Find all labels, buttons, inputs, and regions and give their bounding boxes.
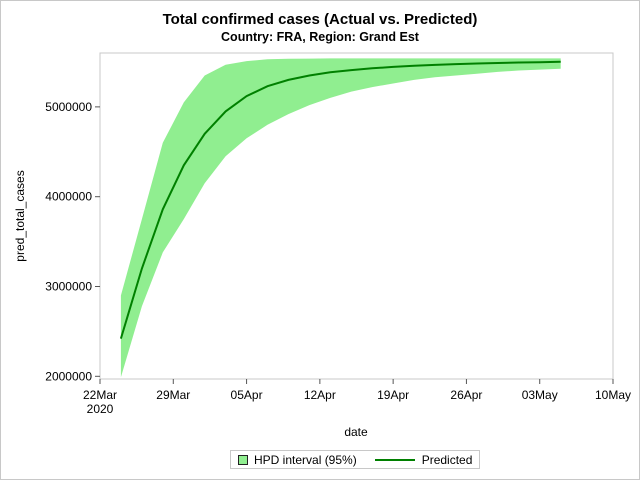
y-tick-label: 5000000 <box>45 100 92 114</box>
x-tick-label: 19Apr <box>377 388 409 402</box>
x-tick-label: 26Apr <box>450 388 482 402</box>
legend: HPD interval (95%) Predicted <box>230 450 480 469</box>
y-axis: 2000000 3000000 4000000 5000000 <box>45 100 100 383</box>
chart-title: Total confirmed cases (Actual vs. Predic… <box>162 11 478 28</box>
x-tick-label: 22Mar <box>83 388 117 402</box>
y-tick-label: 2000000 <box>45 369 92 383</box>
x-tick-label: 03May <box>522 388 558 402</box>
x-tick-label: 05Apr <box>231 388 263 402</box>
predicted-line <box>119 60 561 339</box>
legend-line-label: Predicted <box>421 452 473 467</box>
plot-area <box>99 52 614 380</box>
legend-band-swatch <box>238 454 248 465</box>
x-tick-label: 12Apr <box>304 388 336 402</box>
chart-subtitle: Country: FRA, Region: Grand Est <box>221 30 419 44</box>
y-tick-label: 4000000 <box>45 190 92 204</box>
y-axis-label: pred_total_cases <box>13 170 27 261</box>
legend-band-label: HPD interval (95%) <box>254 452 357 467</box>
x-axis-label: date <box>344 425 368 439</box>
legend-line-swatch <box>374 458 415 461</box>
x-tick-label: 10May <box>595 388 631 402</box>
x-tick-label: 29Mar <box>156 388 190 402</box>
y-tick-label: 3000000 <box>45 279 92 293</box>
hpd-band <box>120 58 561 378</box>
x-tick-sublabel: 2020 <box>87 402 114 416</box>
